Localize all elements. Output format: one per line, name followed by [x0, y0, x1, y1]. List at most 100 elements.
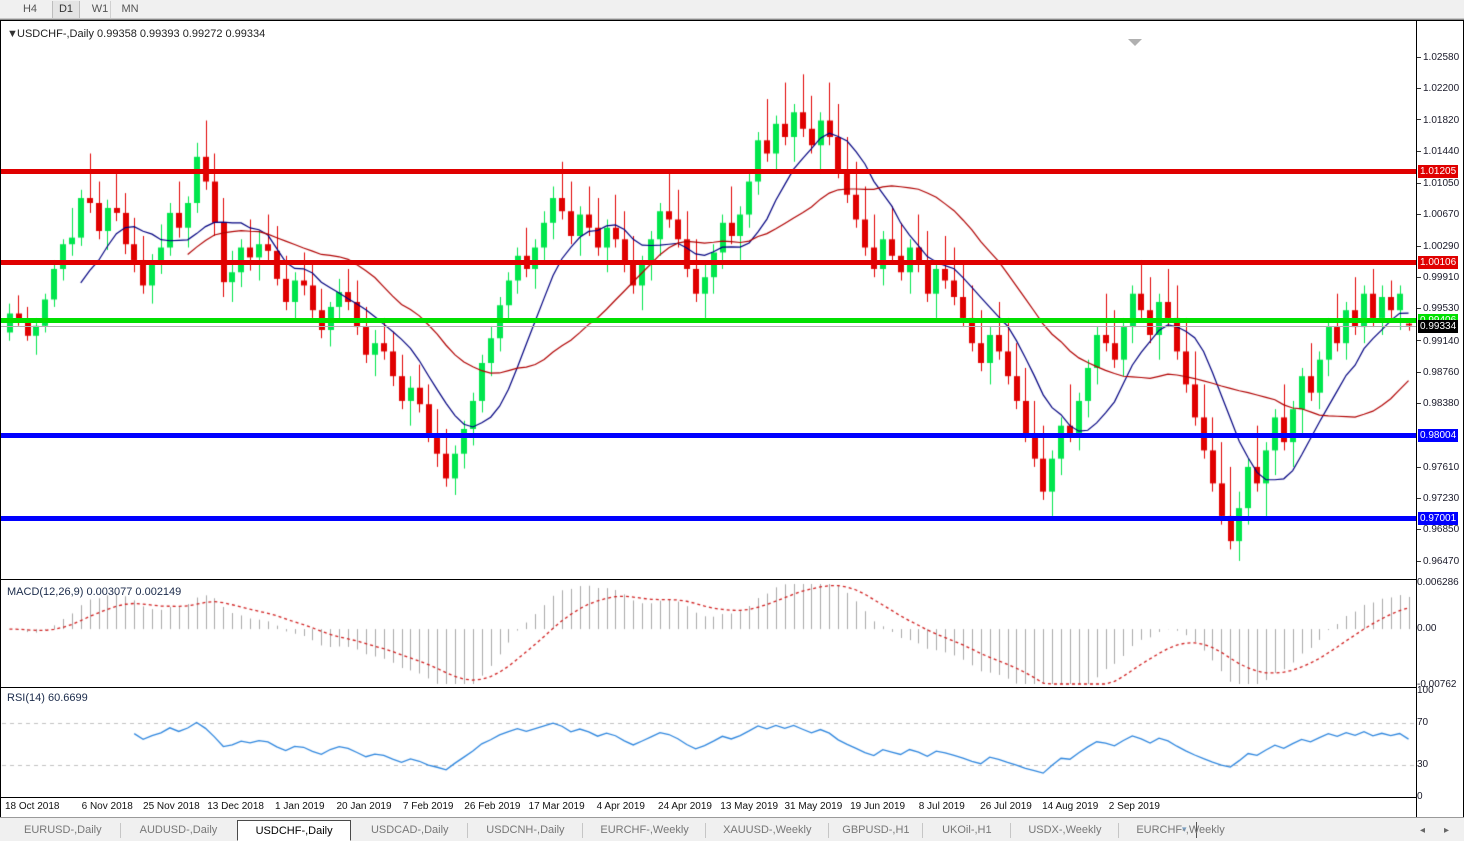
chart-tab[interactable]: UKOil-,H1 — [942, 824, 992, 836]
date-tick-label: 26 Feb 2019 — [464, 801, 521, 812]
price-tick: 0.99530 — [1417, 303, 1459, 314]
level-line-resistance[interactable] — [1, 169, 1417, 175]
chart-tab[interactable]: EURCHF-,Weekly — [1136, 824, 1225, 836]
chart-tab[interactable]: USDCHF-,Daily — [237, 820, 351, 841]
price-tick-label: 1.00670 — [1423, 209, 1460, 221]
date-tick-label: 7 Feb 2019 — [402, 801, 454, 812]
date-tick-label: 19 Jun 2019 — [850, 801, 906, 812]
level-price-badge[interactable]: 1.00106 — [1418, 255, 1459, 269]
price-scale[interactable]: 1.02580 1.02200 1.01820 1.01440 1.01050 1.006… — [1416, 21, 1463, 817]
price-tick-label: 0.97610 — [1423, 461, 1460, 473]
indicator-scale-tick: 0 — [1417, 791, 1423, 802]
timeframe-button-w1[interactable]: W1 — [91, 3, 109, 15]
price-tick-mark — [1417, 56, 1421, 58]
price-tick: 1.00670 — [1417, 209, 1459, 220]
toolbar-divider — [110, 1, 111, 18]
tab-scroll-caret-icon[interactable]: ▾ — [1182, 824, 1187, 834]
price-tick-label: 1.00290 — [1423, 240, 1460, 252]
tab-scroll-left-icon[interactable]: ◂ — [1420, 825, 1426, 836]
chart-tab[interactable]: XAUUSD-,Weekly — [723, 824, 812, 836]
chart-canvas — [1, 21, 1417, 817]
chart-tab[interactable]: USDX-,Weekly — [1028, 824, 1102, 836]
indicator-scale-tick: -0.00762 — [1417, 679, 1456, 690]
price-tick-label: 0.99910 — [1423, 272, 1460, 284]
chart-collapse-icon[interactable]: ▼ — [7, 28, 18, 40]
price-tick: 1.00290 — [1417, 241, 1459, 252]
price-tick-label: 1.02580 — [1423, 51, 1460, 63]
tab-scroll-right-icon[interactable]: ▸ — [1444, 825, 1450, 836]
macd-indicator-title: MACD(12,26,9) 0.003077 0.002149 — [7, 586, 182, 598]
rsi-indicator-title: RSI(14) 60.6699 — [7, 692, 88, 704]
level-line-resistance[interactable] — [1, 259, 1417, 265]
price-tick-mark — [1417, 88, 1421, 90]
timeframe-button-mn[interactable]: MN — [121, 3, 139, 15]
tab-divider — [704, 823, 706, 838]
price-tick-mark — [1417, 308, 1421, 310]
price-tick-label: 0.96850 — [1423, 524, 1460, 536]
current-price-line — [1, 325, 1417, 327]
price-tick-label: 0.98380 — [1423, 398, 1460, 410]
chart-tab[interactable]: EURUSD-,Daily — [24, 824, 102, 836]
price-macd-separator — [1, 579, 1417, 580]
timeframe-toolbar: H4 D1 W1 MN — [0, 0, 1464, 19]
level-price-badge[interactable]: 1.01205 — [1418, 165, 1459, 179]
price-tick: 1.01820 — [1417, 115, 1459, 126]
tab-divider — [466, 823, 468, 838]
current-price-badge: 0.99334 — [1418, 319, 1459, 333]
date-tick-label: 6 Nov 2018 — [81, 801, 133, 812]
price-tick-mark — [1417, 245, 1421, 247]
date-tick-label: 4 Apr 2019 — [596, 801, 645, 812]
date-tick-label: 2 Sep 2019 — [1108, 801, 1160, 812]
level-line-pivot[interactable] — [1, 317, 1417, 323]
timeframe-button-d1[interactable]: D1 — [52, 1, 80, 18]
price-tick-mark — [1417, 529, 1421, 531]
tab-divider — [582, 823, 584, 838]
date-tick-label: 13 Dec 2018 — [207, 801, 264, 812]
tab-divider — [922, 823, 924, 838]
new-tab-button[interactable] — [1196, 822, 1197, 838]
chart-tab[interactable]: USDCNH-,Daily — [486, 824, 565, 836]
date-tick-label: 18 Oct 2018 — [5, 801, 60, 812]
price-tick: 0.96850 — [1417, 524, 1459, 535]
price-tick: 0.98380 — [1417, 398, 1459, 409]
date-axis: 18 Oct 2018 6 Nov 2018 25 Nov 2018 13 Dec 2… — [1, 797, 1417, 817]
indicator-scale-label: 0 — [1417, 791, 1423, 802]
date-tick-label: 1 Jan 2019 — [275, 801, 325, 812]
price-tick: 1.02200 — [1417, 83, 1459, 94]
price-tick: 0.97610 — [1417, 462, 1459, 473]
indicator-scale-tick: 0.006286 — [1417, 577, 1459, 588]
pane-collapse-icon[interactable] — [1128, 39, 1142, 46]
level-price-badge[interactable]: 0.98004 — [1418, 429, 1459, 443]
chart-tab[interactable]: USDCAD-,Daily — [370, 824, 449, 836]
date-tick-label: 31 May 2019 — [784, 801, 843, 812]
date-tick-label: 26 Jul 2019 — [980, 801, 1032, 812]
price-tick-label: 1.01820 — [1423, 114, 1460, 126]
timeframe-button-h4[interactable]: H4 — [22, 3, 38, 15]
price-tick-label: 0.96470 — [1423, 555, 1460, 567]
price-tick-label: 0.98760 — [1423, 366, 1460, 378]
chart-tab[interactable]: EURCHF-,Weekly — [600, 824, 689, 836]
level-line-support[interactable] — [1, 433, 1417, 439]
price-tick-mark — [1417, 560, 1421, 562]
price-tick: 0.97230 — [1417, 493, 1459, 504]
chart-plot-frame[interactable]: ▼USDCHF-,Daily 0.99358 0.99393 0.99272 0… — [0, 20, 1464, 818]
date-tick-label: 17 Mar 2019 — [528, 801, 585, 812]
chart-tab[interactable]: GBPUSD-,H1 — [842, 824, 910, 836]
price-tick-label: 0.97230 — [1423, 493, 1460, 505]
price-tick: 1.01440 — [1417, 146, 1459, 157]
date-tick-label: 8 Jul 2019 — [918, 801, 965, 812]
chart-tab-bar[interactable]: ▾ ◂ ▸ EURUSD-,Daily AUDUSD-,Daily USDCHF-,… — [0, 817, 1464, 841]
tab-divider — [1118, 823, 1120, 838]
level-line-support[interactable] — [1, 515, 1417, 521]
price-tick-mark — [1417, 340, 1421, 342]
price-tick-mark — [1417, 403, 1421, 405]
price-tick: 1.01050 — [1417, 178, 1459, 189]
price-tick-mark — [1417, 182, 1421, 184]
indicator-scale-label: -0.00762 — [1417, 679, 1457, 690]
chart-symbol-header: ▼USDCHF-,Daily 0.99358 0.99393 0.99272 0… — [7, 28, 265, 40]
chart-area[interactable]: ▼USDCHF-,Daily 0.99358 0.99393 0.99272 0… — [0, 19, 1464, 818]
level-price-badge[interactable]: 0.97001 — [1418, 511, 1459, 525]
chart-tab[interactable]: AUDUSD-,Daily — [139, 824, 218, 836]
price-tick-label: 1.02200 — [1423, 83, 1460, 95]
indicator-scale-label: 0.006286 — [1417, 577, 1459, 588]
